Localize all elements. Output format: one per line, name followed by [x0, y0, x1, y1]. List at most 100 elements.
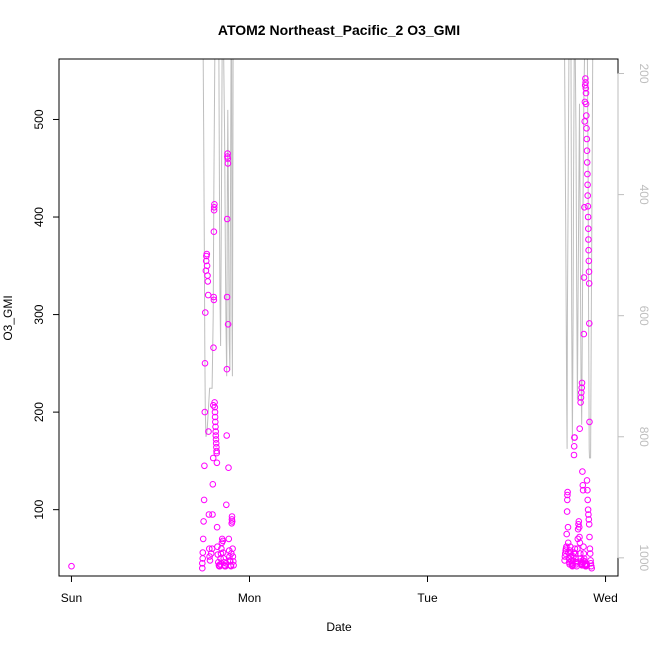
data-point	[586, 320, 593, 327]
data-point	[205, 428, 212, 435]
data-point	[212, 423, 219, 431]
data-point	[587, 560, 595, 567]
data-point	[213, 459, 221, 467]
data-point	[212, 436, 220, 443]
data-point	[564, 539, 572, 547]
data-point	[211, 403, 219, 411]
pressure-line	[562, 58, 594, 459]
data-point	[223, 215, 231, 223]
data-point	[210, 293, 217, 301]
y-tick-label: 200	[32, 402, 46, 422]
data-point	[582, 100, 590, 108]
data-point	[199, 564, 206, 572]
data-point	[582, 89, 590, 97]
data-point	[229, 545, 236, 553]
data-point	[199, 560, 206, 567]
y-tick-label: 400	[32, 207, 46, 227]
data-point	[209, 481, 217, 488]
data-point	[579, 482, 587, 489]
x-tick-label: Tue	[417, 591, 438, 605]
x-tick-label: Sun	[61, 591, 82, 605]
data-point	[577, 550, 584, 557]
data-point	[577, 399, 584, 406]
data-point	[580, 550, 588, 557]
data-point	[570, 443, 578, 450]
data-point	[204, 291, 212, 299]
data-point	[213, 449, 220, 457]
data-point	[202, 309, 209, 316]
x-axis-label: Date	[326, 620, 352, 634]
data-point	[228, 518, 236, 525]
data-point	[214, 543, 221, 551]
data-point	[581, 118, 589, 125]
data-point	[580, 274, 588, 281]
data-point	[586, 545, 594, 553]
data-point	[224, 150, 231, 157]
x-tick-label: Wed	[593, 591, 617, 605]
data-point	[578, 389, 585, 396]
y-tick-label: 300	[32, 304, 46, 324]
data-point	[585, 236, 592, 243]
right-tick-label: 400	[637, 185, 650, 205]
data-point	[211, 413, 219, 421]
data-point	[225, 464, 232, 472]
data-point	[584, 496, 592, 504]
chart-title: ATOM2 Northeast_Pacific_2 O3_GMI	[218, 22, 460, 38]
data-point	[578, 384, 586, 392]
data-point	[229, 553, 237, 560]
y-tick-label: 100	[32, 499, 46, 519]
data-point	[583, 477, 591, 484]
data-point	[199, 535, 207, 543]
data-point	[585, 246, 592, 254]
right-tick-label: 200	[637, 64, 650, 84]
data-point	[585, 511, 592, 518]
data-point	[584, 181, 591, 189]
data-point	[223, 432, 230, 439]
data-point	[213, 523, 221, 531]
data-point	[577, 394, 585, 401]
data-point	[563, 508, 571, 515]
data-point	[584, 486, 591, 494]
data-point	[211, 408, 219, 416]
right-tick-label: 800	[637, 427, 650, 447]
data-point	[586, 533, 593, 541]
data-point	[212, 428, 219, 435]
data-point	[584, 192, 592, 199]
data-point	[203, 262, 211, 270]
data-point	[563, 543, 570, 551]
data-point	[210, 204, 218, 211]
data-point	[228, 513, 236, 520]
data-point	[564, 523, 572, 531]
data-point	[212, 440, 220, 447]
data-point	[584, 506, 592, 514]
data-point	[576, 425, 584, 433]
data-point	[212, 432, 220, 439]
data-point	[564, 488, 571, 496]
y-tick-label: 500	[32, 109, 46, 129]
data-point	[575, 523, 583, 531]
data-point	[213, 447, 220, 455]
data-point	[564, 491, 571, 499]
pressure-series	[202, 58, 594, 459]
right-tick-label: 1000	[637, 544, 650, 571]
data-point	[204, 278, 212, 285]
data-point	[212, 418, 219, 426]
data-point	[586, 550, 594, 557]
data-point	[205, 511, 213, 518]
data-point	[201, 408, 209, 416]
data-point	[224, 321, 232, 328]
data-point	[224, 155, 232, 162]
data-point	[204, 272, 211, 279]
y-axis: 100 200 300 400 500	[32, 109, 60, 520]
data-point	[578, 379, 586, 387]
data-point	[223, 501, 230, 509]
data-point	[574, 535, 582, 543]
data-point	[209, 454, 217, 462]
data-point	[580, 330, 588, 338]
pressure-line	[202, 58, 234, 437]
data-point	[223, 293, 231, 301]
data-point	[227, 558, 234, 565]
data-point	[203, 250, 211, 258]
data-point	[219, 537, 227, 545]
